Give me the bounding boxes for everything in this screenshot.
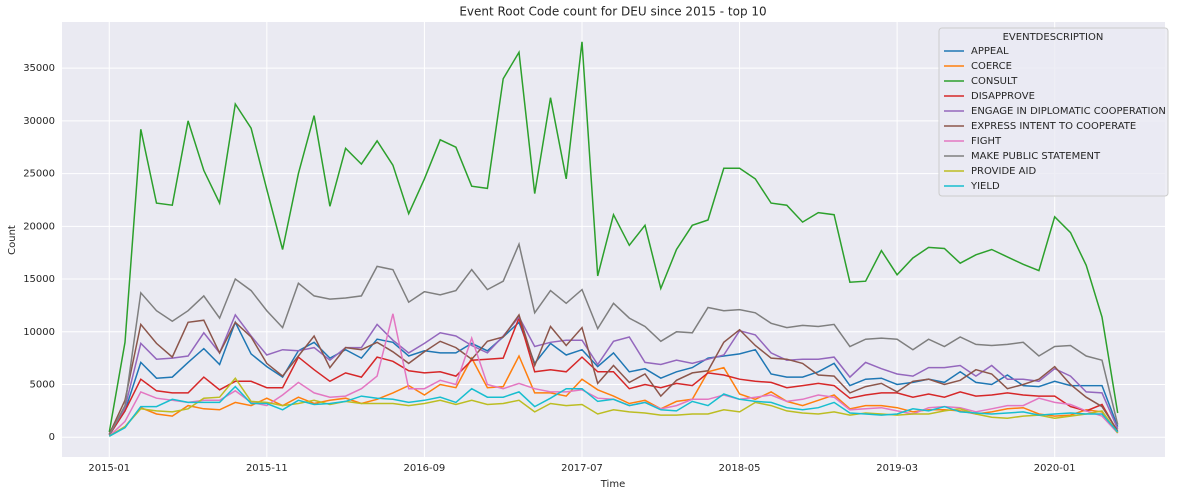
y-axis-label: Count — [7, 225, 18, 255]
legend-title: EVENTDESCRIPTION — [1003, 32, 1104, 43]
series-line — [108, 315, 1119, 436]
legend-label: EXPRESS INTENT TO COOPERATE — [971, 121, 1136, 132]
y-tick-label: 30000 — [23, 116, 55, 127]
x-axis-label: Time — [600, 479, 625, 490]
series-line — [108, 313, 1119, 435]
series-line — [108, 241, 1119, 436]
y-tick-label: 10000 — [23, 327, 55, 338]
x-tick-label: 2015-11 — [246, 463, 288, 474]
x-tick-label: 2015-01 — [88, 463, 130, 474]
chart-title: Event Root Code count for DEU since 2015… — [459, 5, 766, 19]
x-tick-label: 2019-03 — [876, 463, 918, 474]
legend-label: COERCE — [971, 61, 1012, 72]
series-line — [108, 41, 1119, 433]
legend-label: YIELD — [970, 181, 1000, 192]
x-tick-label: 2020-01 — [1034, 463, 1076, 474]
series-line — [108, 385, 1119, 437]
legend-label: PROVIDE AID — [971, 166, 1036, 177]
legend-box — [938, 27, 1169, 197]
y-tick-label: 15000 — [23, 274, 55, 285]
lines — [108, 41, 1119, 437]
y-tick-label: 20000 — [23, 221, 55, 232]
legend-label: APPEAL — [971, 46, 1009, 57]
series-line — [108, 376, 1119, 437]
x-tick-label: 2017-07 — [561, 463, 603, 474]
y-tick-label: 35000 — [23, 63, 55, 74]
y-tick-label: 25000 — [23, 169, 55, 180]
x-tick-label: 2016-09 — [404, 463, 446, 474]
legend-label: ENGAGE IN DIPLOMATIC COOPERATION — [971, 106, 1166, 117]
legend-label: FIGHT — [971, 136, 1002, 147]
series-line — [108, 320, 1119, 436]
y-tick-label: 5000 — [30, 380, 55, 391]
series-line — [108, 313, 1119, 435]
legend-label: DISAPPROVE — [971, 91, 1035, 102]
x-tick-label: 2018-05 — [719, 463, 761, 474]
legend: EVENTDESCRIPTION APPEAL COERCE CONSULT DISA… — [938, 27, 1169, 197]
y-tick-label: 0 — [49, 432, 55, 443]
labels: 0 5000 10000 15000 20000 25000 30000 35000 2015-… — [23, 63, 1075, 474]
legend-label: MAKE PUBLIC STATEMENT — [971, 151, 1101, 162]
legend-label: CONSULT — [971, 76, 1018, 87]
